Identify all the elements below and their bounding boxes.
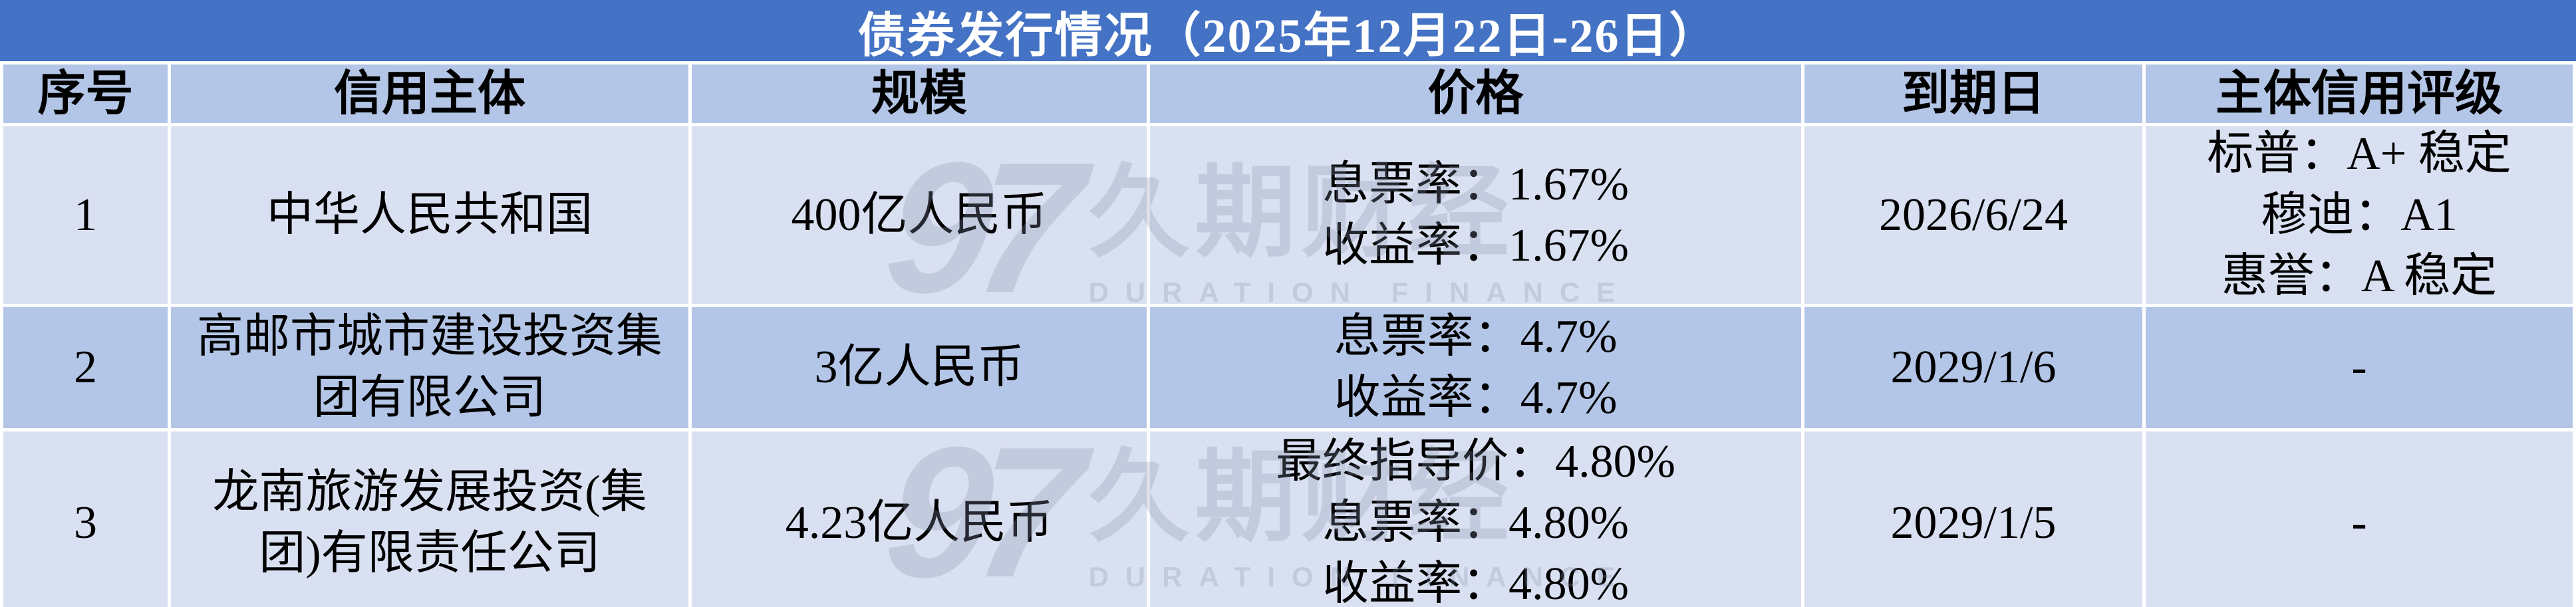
cell-row2-rating: - <box>2146 307 2573 428</box>
cell-row2-maturity: 2029/1/6 <box>1804 307 2142 428</box>
cell-row2-size: 3亿人民币 <box>692 307 1147 428</box>
cell-row1-rating: 标普：A+ 稳定 穆迪：A1 惠誉：A 稳定 <box>2146 126 2573 304</box>
col-header-maturity: 到期日 <box>1804 64 2142 123</box>
col-header-price: 价格 <box>1150 64 1801 123</box>
col-header-size: 规模 <box>692 64 1147 123</box>
col-header-rating: 主体信用评级 <box>2146 64 2573 123</box>
cell-row3-rating: - <box>2146 431 2573 607</box>
cell-row2-no: 2 <box>3 307 168 428</box>
cell-row1-size: 400亿人民币 <box>692 126 1147 304</box>
cell-row3-price: 最终指导价：4.80% 息票率：4.80% 收益率：4.80% <box>1150 431 1801 607</box>
table-grid: 序号 信用主体 规模 价格 到期日 主体信用评级 1 中华人民共和国 400亿人… <box>0 61 2576 607</box>
cell-row1-issuer: 中华人民共和国 <box>171 126 688 304</box>
cell-row3-size: 4.23亿人民币 <box>692 431 1147 607</box>
col-header-no: 序号 <box>3 64 168 123</box>
cell-row3-no: 3 <box>3 431 168 607</box>
cell-row2-price: 息票率：4.7% 收益率：4.7% <box>1150 307 1801 428</box>
table-title: 债券发行情况（2025年12月22日-26日） <box>0 0 2576 62</box>
cell-row1-price: 息票率：1.67% 收益率：1.67% <box>1150 126 1801 304</box>
cell-row3-issuer: 龙南旅游发展投资(集 团)有限责任公司 <box>171 431 688 607</box>
col-header-issuer: 信用主体 <box>171 64 688 123</box>
cell-row1-no: 1 <box>3 126 168 304</box>
cell-row1-maturity: 2026/6/24 <box>1804 126 2142 304</box>
cell-row3-maturity: 2029/1/5 <box>1804 431 2142 607</box>
cell-row2-issuer: 高邮市城市建设投资集 团有限公司 <box>171 307 688 428</box>
